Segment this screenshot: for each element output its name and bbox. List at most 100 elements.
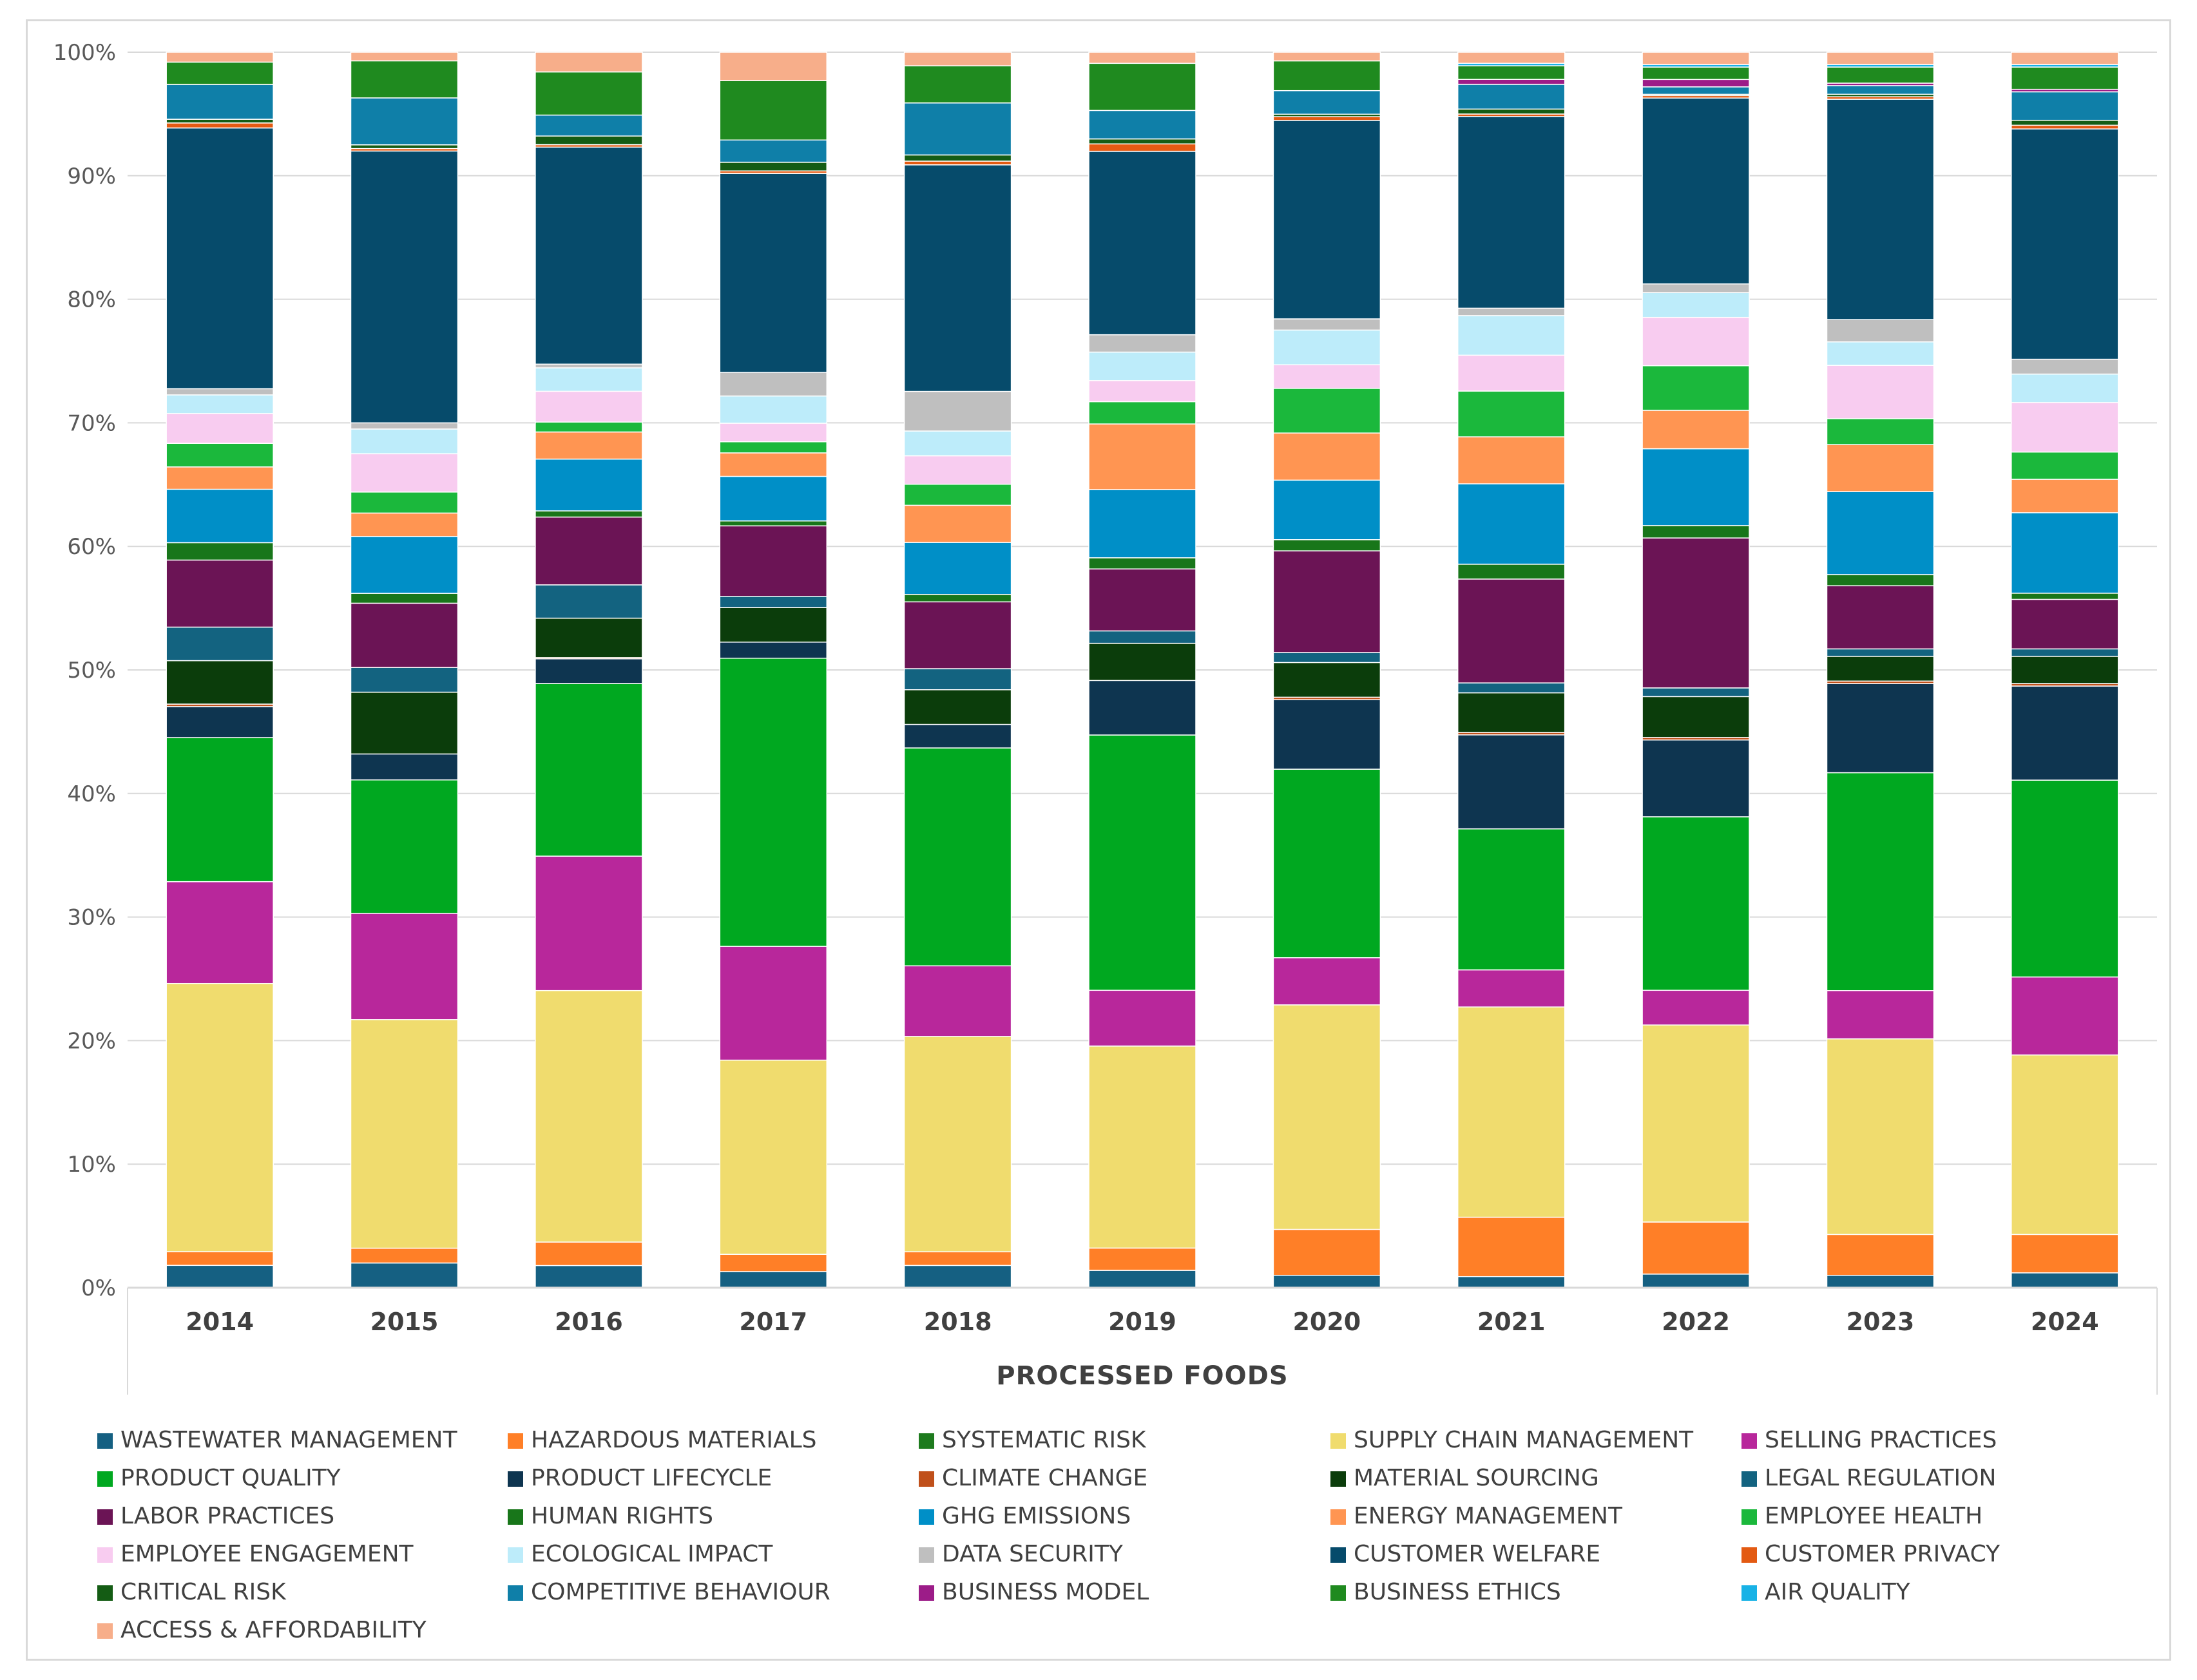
bar-segment [350, 453, 459, 493]
y-tick-label: 50% [67, 658, 116, 683]
bar-segment [2011, 452, 2119, 480]
bar-segment [166, 542, 274, 561]
legend-swatch [1330, 1585, 1346, 1601]
bar-segment [1642, 816, 1750, 991]
legend-swatch [1330, 1471, 1346, 1487]
legend-item: SYSTEMATIC RISK [919, 1427, 1147, 1453]
bar-segment [1826, 656, 1935, 682]
legend-label: GHG EMISSIONS [942, 1503, 1131, 1529]
bar-segment [1457, 307, 1566, 316]
bar-segment [1088, 151, 1196, 336]
bar-segment [903, 1265, 1012, 1288]
bar-segment [350, 428, 459, 455]
x-axis [127, 1286, 2158, 1395]
bar-segment [350, 1262, 459, 1288]
bar-segment [166, 127, 274, 390]
bar-segment [1088, 734, 1196, 991]
bar-segment [1457, 79, 1566, 85]
bar-segment [166, 119, 274, 124]
legend-item: CLIMATE CHANGE [919, 1465, 1147, 1491]
bar-segment [1272, 120, 1381, 320]
bar-segment [903, 160, 1012, 166]
bar-segment [903, 601, 1012, 669]
legend-swatch [508, 1509, 523, 1525]
bar-segment [1826, 444, 1935, 492]
bar-segment [1088, 630, 1196, 644]
bar-segment [1272, 1274, 1381, 1288]
bar-segment [2011, 512, 2119, 594]
bar-segment [1457, 52, 1566, 64]
bar-segment [903, 390, 1012, 432]
bar-segment [1826, 648, 1935, 657]
bar-segment [350, 1247, 459, 1264]
bar-segment [2011, 779, 2119, 978]
bar-segment [1457, 65, 1566, 80]
legend-label: COMPETITIVE BEHAVIOUR [531, 1579, 830, 1605]
legend-swatch [1741, 1471, 1757, 1487]
bar-stack-2019 [1088, 52, 1196, 1288]
bar-segment [1088, 568, 1196, 632]
legend-label: CUSTOMER PRIVACY [1765, 1541, 2000, 1567]
x-tick-label: 2017 [739, 1308, 807, 1336]
y-tick-label: 70% [67, 410, 116, 436]
y-tick-label: 0% [81, 1275, 116, 1301]
bar-segment [1642, 292, 1750, 318]
bar-segment [2011, 1272, 2119, 1288]
bar-segment [1457, 1216, 1566, 1277]
bar-stack-2022 [1642, 52, 1750, 1288]
legend-swatch [919, 1471, 934, 1487]
bar-segment [1272, 60, 1381, 91]
bar-segment [1642, 448, 1750, 526]
legend-swatch [97, 1623, 113, 1639]
bar-segment [1088, 110, 1196, 140]
legend-label: DATA SECURITY [942, 1541, 1124, 1567]
bar-segment [719, 658, 828, 947]
bar-segment [719, 642, 828, 659]
bar-segment [903, 430, 1012, 457]
y-tick-label: 90% [67, 164, 116, 189]
legend-swatch [1741, 1509, 1757, 1525]
bar-segment [535, 367, 643, 392]
x-tick-label: 2021 [1477, 1308, 1546, 1336]
legend-label: BUSINESS ETHICS [1354, 1579, 1561, 1605]
bar-segment [1088, 351, 1196, 381]
bar-segment [1826, 66, 1935, 84]
bar-segment [1272, 539, 1381, 551]
bar-segment [1088, 401, 1196, 425]
bar-segment [166, 52, 274, 63]
bar-segment [1457, 1006, 1566, 1218]
bar-segment [719, 423, 828, 443]
bar-stack-2023 [1826, 52, 1935, 1288]
legend-label: ACCESS & AFFORDABILITY [120, 1617, 427, 1643]
bar-segment [1457, 315, 1566, 356]
bar-segment [2011, 593, 2119, 600]
bar-segment [166, 466, 274, 490]
bar-segment [1826, 341, 1935, 366]
bar-segment [2011, 648, 2119, 657]
bar-segment [2011, 91, 2119, 121]
bar-segment [719, 372, 828, 397]
bar-segment [1272, 768, 1381, 959]
bar-segment [1826, 574, 1935, 587]
bar-segment [719, 1254, 828, 1272]
bar-segment [350, 492, 459, 514]
legend-swatch [97, 1547, 113, 1563]
bar-segment [1088, 489, 1196, 558]
bars [166, 52, 2119, 1288]
bar-segment [719, 946, 828, 1061]
bar-segment [1457, 564, 1566, 580]
bar-segment [1457, 390, 1566, 437]
bar-segment [1272, 432, 1381, 481]
bar-segment [1826, 85, 1935, 95]
bar-segment [166, 881, 274, 984]
bar-segment [350, 667, 459, 693]
bar-segment [350, 691, 459, 755]
bar-segment [1826, 99, 1935, 320]
bar-segment [535, 855, 643, 991]
bar-segment [166, 122, 274, 129]
bar-segment [2011, 373, 2119, 403]
bar-segment [1642, 410, 1750, 450]
bar-segment [1642, 1274, 1750, 1288]
bar-stack-2018 [903, 52, 1012, 1288]
bar-segment [719, 1271, 828, 1288]
